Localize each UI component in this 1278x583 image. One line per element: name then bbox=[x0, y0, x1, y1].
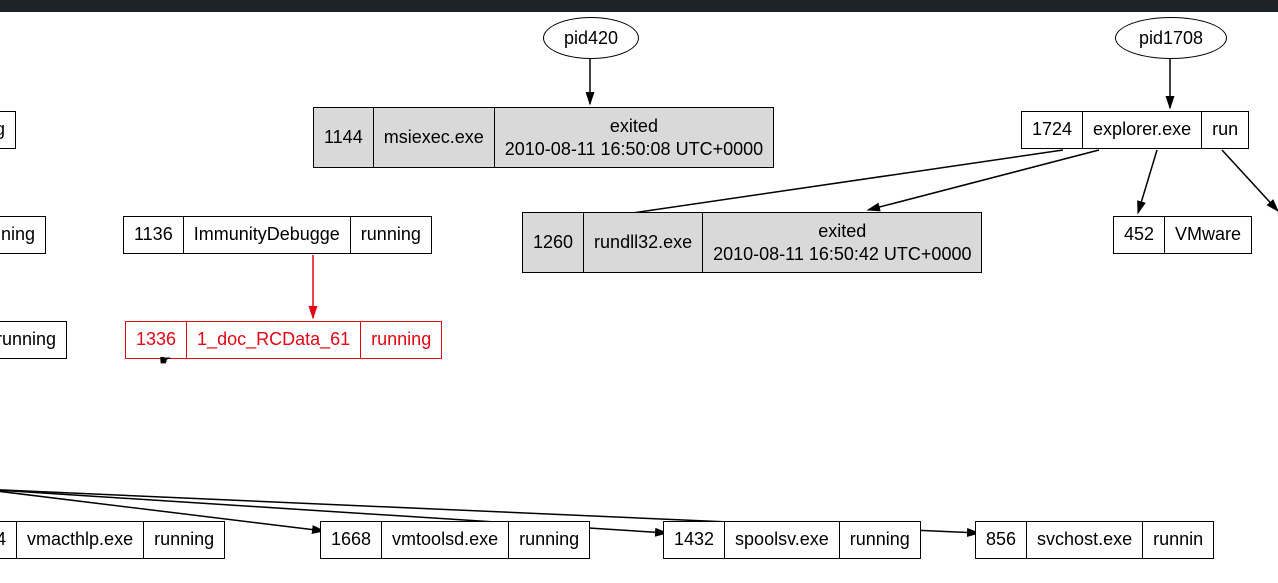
node-cell: 1668 bbox=[320, 521, 382, 559]
node-cell: runnin bbox=[1143, 521, 1214, 559]
node-n_1336[interactable]: 13361_doc_RCData_61running bbox=[125, 321, 442, 359]
node-cell: exited2010-08-11 16:50:42 UTC+0000 bbox=[703, 212, 982, 273]
node-cell: 1724 bbox=[1021, 111, 1083, 149]
node-n_spoolsv[interactable]: 1432spoolsv.exerunning bbox=[663, 521, 921, 559]
node-cell: running bbox=[509, 521, 590, 559]
node-cell: VMware bbox=[1165, 216, 1252, 254]
node-cell: running bbox=[840, 521, 921, 559]
node-cell: ImmunityDebugge bbox=[184, 216, 351, 254]
node-n_immunity[interactable]: 1136ImmunityDebuggerunning bbox=[123, 216, 432, 254]
node-n_rundll[interactable]: 1260rundll32.exeexited2010-08-11 16:50:4… bbox=[522, 212, 982, 273]
top-bar bbox=[0, 0, 1278, 12]
node-n_vmtoolsd[interactable]: 1668vmtoolsd.exerunning bbox=[320, 521, 590, 559]
node-n_unning[interactable]: unning bbox=[0, 216, 46, 254]
node-cell: 452 bbox=[1113, 216, 1165, 254]
node-cell: running bbox=[0, 321, 67, 359]
node-n_running[interactable]: running bbox=[0, 321, 67, 359]
node-cell: vmtoolsd.exe bbox=[382, 521, 509, 559]
edge bbox=[1138, 150, 1157, 213]
node-cell: 1260 bbox=[522, 212, 584, 273]
node-cell: vmacthlp.exe bbox=[17, 521, 144, 559]
edge bbox=[1222, 150, 1278, 211]
node-n_msiexec[interactable]: 1144msiexec.exeexited2010-08-11 16:50:08… bbox=[313, 107, 774, 168]
node-cell: unning bbox=[0, 216, 46, 254]
node-n_vmware[interactable]: 452VMware bbox=[1113, 216, 1252, 254]
node-cell: explorer.exe bbox=[1083, 111, 1202, 149]
node-cell: ning bbox=[0, 111, 16, 149]
node-cell: 856 bbox=[975, 521, 1027, 559]
node-n_explorer[interactable]: 1724explorer.exerun bbox=[1021, 111, 1249, 149]
node-n_svchost[interactable]: 856svchost.exerunnin bbox=[975, 521, 1214, 559]
node-cell: running bbox=[351, 216, 432, 254]
node-n_ning[interactable]: ning bbox=[0, 111, 16, 149]
ellipse-pid1708[interactable]: pid1708 bbox=[1115, 17, 1227, 59]
node-n_vmacthlp[interactable]: 44vmacthlp.exerunning bbox=[0, 521, 225, 559]
node-cell: spoolsv.exe bbox=[725, 521, 840, 559]
node-cell: rundll32.exe bbox=[584, 212, 703, 273]
node-cell: 1336 bbox=[125, 321, 187, 359]
node-cell: 1_doc_RCData_61 bbox=[187, 321, 361, 359]
node-cell: running bbox=[144, 521, 225, 559]
node-cell: running bbox=[361, 321, 442, 359]
node-cell: 1144 bbox=[313, 107, 374, 168]
node-cell: run bbox=[1202, 111, 1249, 149]
node-cell: exited2010-08-11 16:50:08 UTC+0000 bbox=[495, 107, 774, 168]
cursor-icon: ☛ bbox=[159, 352, 172, 369]
edges-layer bbox=[0, 0, 1278, 583]
node-cell: 1136 bbox=[123, 216, 184, 254]
node-cell: msiexec.exe bbox=[374, 107, 495, 168]
edge bbox=[868, 150, 1099, 210]
node-cell: 44 bbox=[0, 521, 17, 559]
node-cell: svchost.exe bbox=[1027, 521, 1143, 559]
node-cell: 1432 bbox=[663, 521, 725, 559]
ellipse-pid420[interactable]: pid420 bbox=[543, 17, 639, 59]
